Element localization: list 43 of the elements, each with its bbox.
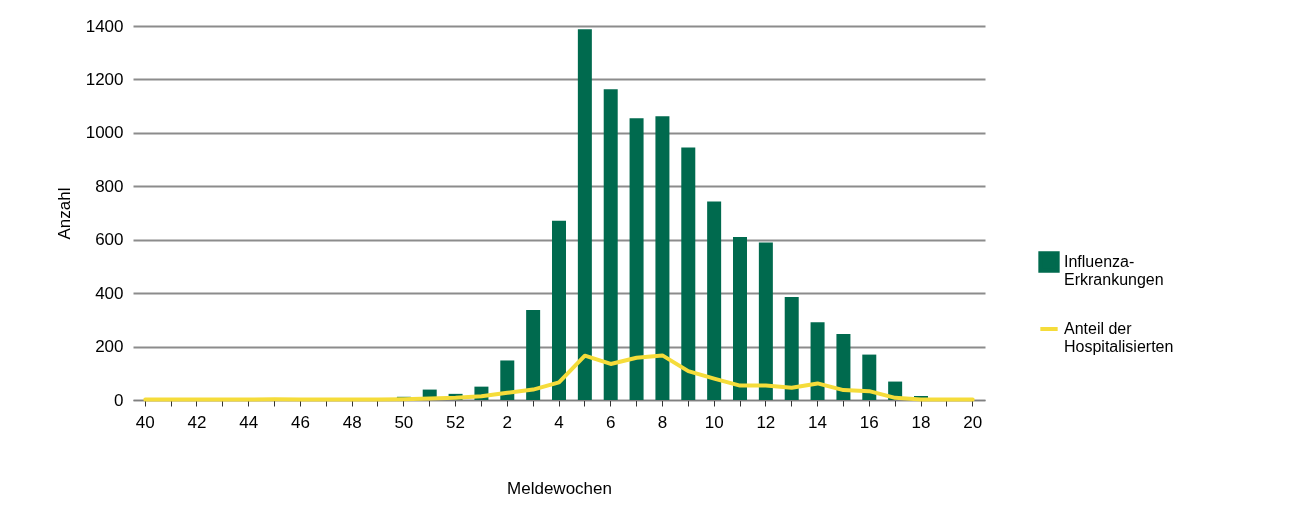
bar — [577, 29, 592, 400]
x-tick-label: 44 — [239, 412, 259, 432]
x-axis-title: Meldewochen — [507, 478, 612, 498]
x-tick-label: 42 — [187, 412, 207, 432]
bar — [836, 334, 851, 400]
bar — [707, 201, 722, 400]
x-tick-label: 52 — [446, 412, 466, 432]
bar — [681, 147, 696, 400]
bar — [655, 116, 670, 400]
bar — [758, 242, 773, 400]
bar — [526, 309, 541, 400]
x-tick-label: 50 — [394, 412, 414, 432]
x-tick-label: 8 — [657, 412, 668, 432]
x-tick-label: 40 — [135, 412, 155, 432]
y-tick-label: 1200 — [85, 69, 124, 89]
bar — [810, 322, 825, 400]
x-tick-label: 46 — [290, 412, 310, 432]
y-tick-label: 600 — [95, 230, 124, 250]
y-tick-label: 800 — [95, 176, 124, 196]
y-tick-label: 400 — [95, 283, 124, 303]
x-tick-label: 14 — [808, 412, 828, 432]
x-tick-label: 12 — [756, 412, 776, 432]
bar — [784, 296, 799, 400]
bar — [603, 89, 618, 400]
y-tick-label: 1400 — [85, 16, 124, 36]
line-series — [143, 353, 975, 402]
x-tick-label: 4 — [554, 412, 564, 432]
x-tick-label: 16 — [859, 412, 879, 432]
bar — [733, 237, 747, 400]
y-tick-label: 1000 — [85, 123, 124, 143]
legend-label: Anteil der Hospitalisierten — [1064, 320, 1174, 355]
legend-label: Influenza-Erkrankungen — [1064, 253, 1164, 288]
x-tick-label: 48 — [342, 412, 362, 432]
y-tick-label: 0 — [114, 390, 124, 410]
x-tick-label: 6 — [605, 412, 616, 432]
x-tick-label: 20 — [963, 412, 983, 432]
y-axis-title: Anzahl — [54, 187, 74, 240]
y-tick-label: 200 — [95, 337, 124, 357]
x-tick-label: 2 — [502, 412, 513, 432]
bar — [552, 220, 566, 400]
x-tick-label: 18 — [911, 412, 931, 432]
bar — [629, 118, 644, 400]
x-tick-label: 10 — [704, 412, 724, 432]
